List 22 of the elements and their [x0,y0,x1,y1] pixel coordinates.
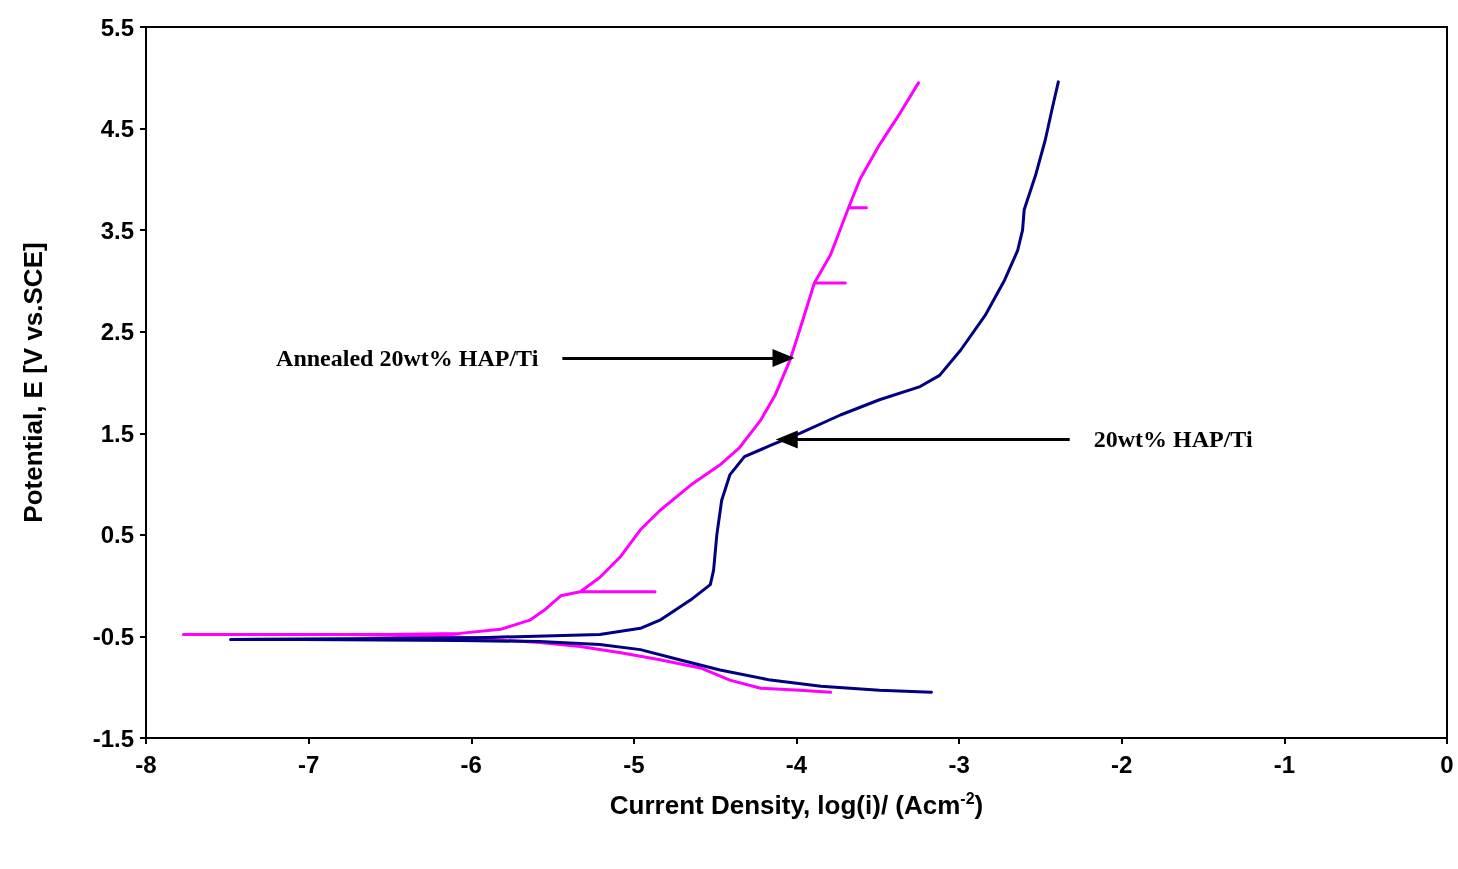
x-tick-label: -1 [1273,750,1296,778]
x-tick-label: -6 [460,750,482,778]
annotation: 20wt% HAP/Ti [1093,426,1253,453]
y-tick-label: -1.5 [92,724,134,752]
y-axis-title: Potential, E [V vs.SCE] [18,242,48,523]
x-tick-label: -8 [135,750,157,778]
y-tick-label: 4.5 [100,115,134,143]
y-tick-label: 3.5 [100,216,134,244]
x-tick-label: -3 [948,750,970,778]
line-series [229,80,1060,694]
y-tick-label: 2.5 [100,318,134,346]
y-tick-label: 5.5 [100,13,134,41]
x-tick-label: -5 [623,750,645,778]
x-tick-label: -7 [297,750,320,778]
y-tick-label: 1.5 [100,419,134,447]
x-tick-label: 0 [1440,750,1454,778]
x-tick-label: -4 [785,750,808,778]
x-tick-label: -2 [1111,750,1133,778]
line-series [181,81,920,694]
y-tick-label: 0.5 [100,521,134,549]
y-tick-label: -0.5 [92,622,134,650]
annotation: Annealed 20wt% HAP/Ti [276,345,539,372]
